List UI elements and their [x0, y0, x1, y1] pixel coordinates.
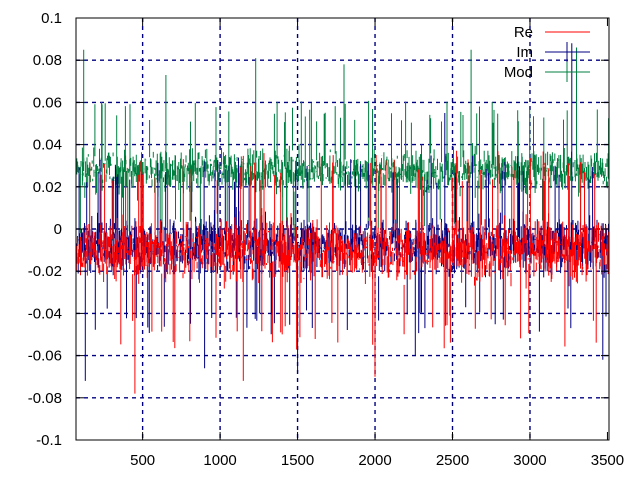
y-tick-label: -0.06 — [28, 348, 62, 365]
x-tick-label: 3500 — [591, 452, 624, 469]
y-tick-label: 0.04 — [33, 137, 62, 154]
y-tick-label: 0.1 — [41, 10, 62, 27]
legend-item-im: Im — [516, 42, 590, 62]
y-tick-label: -0.04 — [28, 305, 62, 322]
y-tick-label: 0.02 — [33, 179, 62, 196]
x-tick-label: 500 — [130, 452, 155, 469]
legend-item-mod: Mod — [504, 62, 590, 82]
ticks — [76, 17, 609, 441]
legend-label: Im — [516, 44, 533, 61]
x-tick-label: 2500 — [436, 452, 469, 469]
y-tick-label: -0.1 — [36, 432, 62, 449]
legend-label: Mod — [504, 64, 533, 81]
x-tick-label: 3000 — [513, 452, 546, 469]
y-tick-label: -0.08 — [28, 390, 62, 407]
x-tick-label: 1000 — [203, 452, 236, 469]
y-tick-label: 0.08 — [33, 52, 62, 69]
legend: Re Im Mod — [504, 24, 590, 82]
y-tick-label: 0.06 — [33, 94, 62, 111]
y-tick-label: -0.02 — [28, 263, 62, 280]
x-tick-label: 1500 — [281, 452, 314, 469]
legend-label: Re — [514, 24, 533, 41]
legend-item-re: Re — [514, 24, 590, 41]
y-tick-label: 0 — [54, 221, 62, 238]
x-tick-label: 2000 — [358, 452, 391, 469]
tick-labels: -0.1 -0.08 -0.06 -0.04 -0.02 0 0.02 0.04 0.06 0.0… — [28, 10, 624, 469]
